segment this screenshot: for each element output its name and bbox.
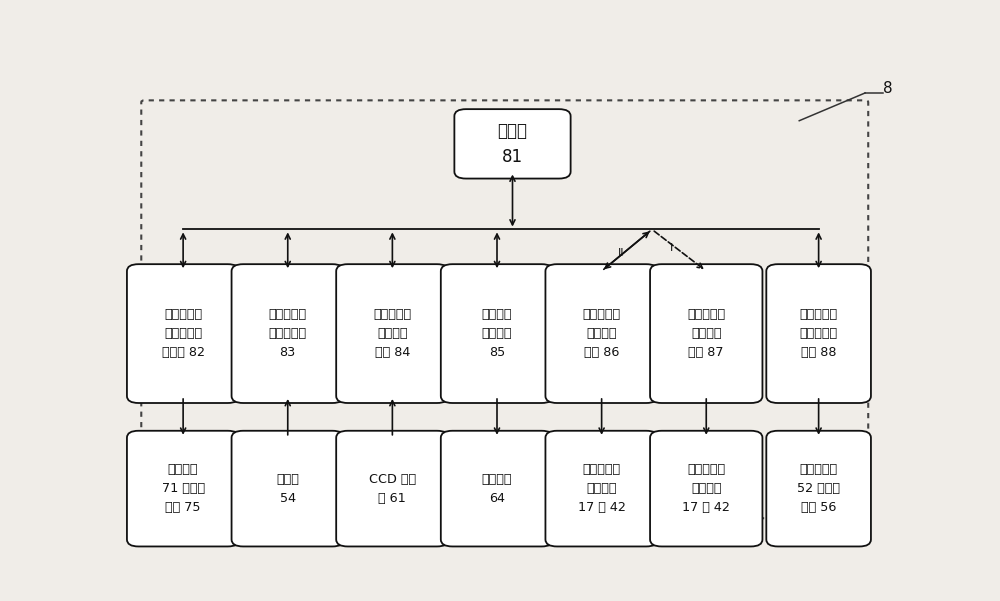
Text: 计算机
81: 计算机 81 [498, 121, 528, 166]
FancyBboxPatch shape [766, 431, 871, 546]
Text: 摩擦轨迹与
速度控制
单元 87: 摩擦轨迹与 速度控制 单元 87 [687, 308, 725, 359]
Text: II: II [618, 248, 624, 258]
FancyBboxPatch shape [441, 264, 553, 403]
Text: 毛羽及毛球
抽拔力及位
移模块 82: 毛羽及毛球 抽拔力及位 移模块 82 [162, 308, 205, 359]
Text: 投影光源
64: 投影光源 64 [482, 472, 512, 505]
FancyBboxPatch shape [650, 264, 762, 403]
Text: 称重器
54: 称重器 54 [276, 472, 299, 505]
Text: 纱线磨损物
称重值模块
83: 纱线磨损物 称重值模块 83 [269, 308, 307, 359]
Text: 转动和移动
步进电机
17 和 42: 转动和移动 步进电机 17 和 42 [578, 463, 626, 514]
Text: 密排绕纱与
速度控制
单元 86: 密排绕纱与 速度控制 单元 86 [583, 308, 621, 359]
FancyBboxPatch shape [336, 431, 449, 546]
FancyBboxPatch shape [650, 431, 762, 546]
FancyBboxPatch shape [127, 264, 239, 403]
FancyBboxPatch shape [336, 264, 449, 403]
Text: 静电起绒器
52 与吸尘
电机 56: 静电起绒器 52 与吸尘 电机 56 [797, 463, 840, 514]
FancyBboxPatch shape [232, 431, 344, 546]
FancyBboxPatch shape [545, 264, 658, 403]
FancyBboxPatch shape [454, 109, 571, 178]
Text: 转动和移动
步进电机
17 和 42: 转动和移动 步进电机 17 和 42 [682, 463, 730, 514]
FancyBboxPatch shape [545, 431, 658, 546]
Text: I: I [670, 243, 673, 253]
FancyBboxPatch shape [232, 264, 344, 403]
Text: 力传感器
71 和位移
机构 75: 力传感器 71 和位移 机构 75 [162, 463, 205, 514]
Text: 投影亮度
控制单元
85: 投影亮度 控制单元 85 [482, 308, 512, 359]
Text: CCD 摄像
器 61: CCD 摄像 器 61 [369, 472, 416, 505]
FancyBboxPatch shape [127, 431, 239, 546]
FancyBboxPatch shape [441, 431, 553, 546]
FancyBboxPatch shape [766, 264, 871, 403]
Text: 8: 8 [883, 81, 893, 96]
Text: 起绒电压与
抽吸压控制
单元 88: 起绒电压与 抽吸压控制 单元 88 [800, 308, 838, 359]
Text: 毛羽及毛球
数及形态
模块 84: 毛羽及毛球 数及形态 模块 84 [373, 308, 411, 359]
